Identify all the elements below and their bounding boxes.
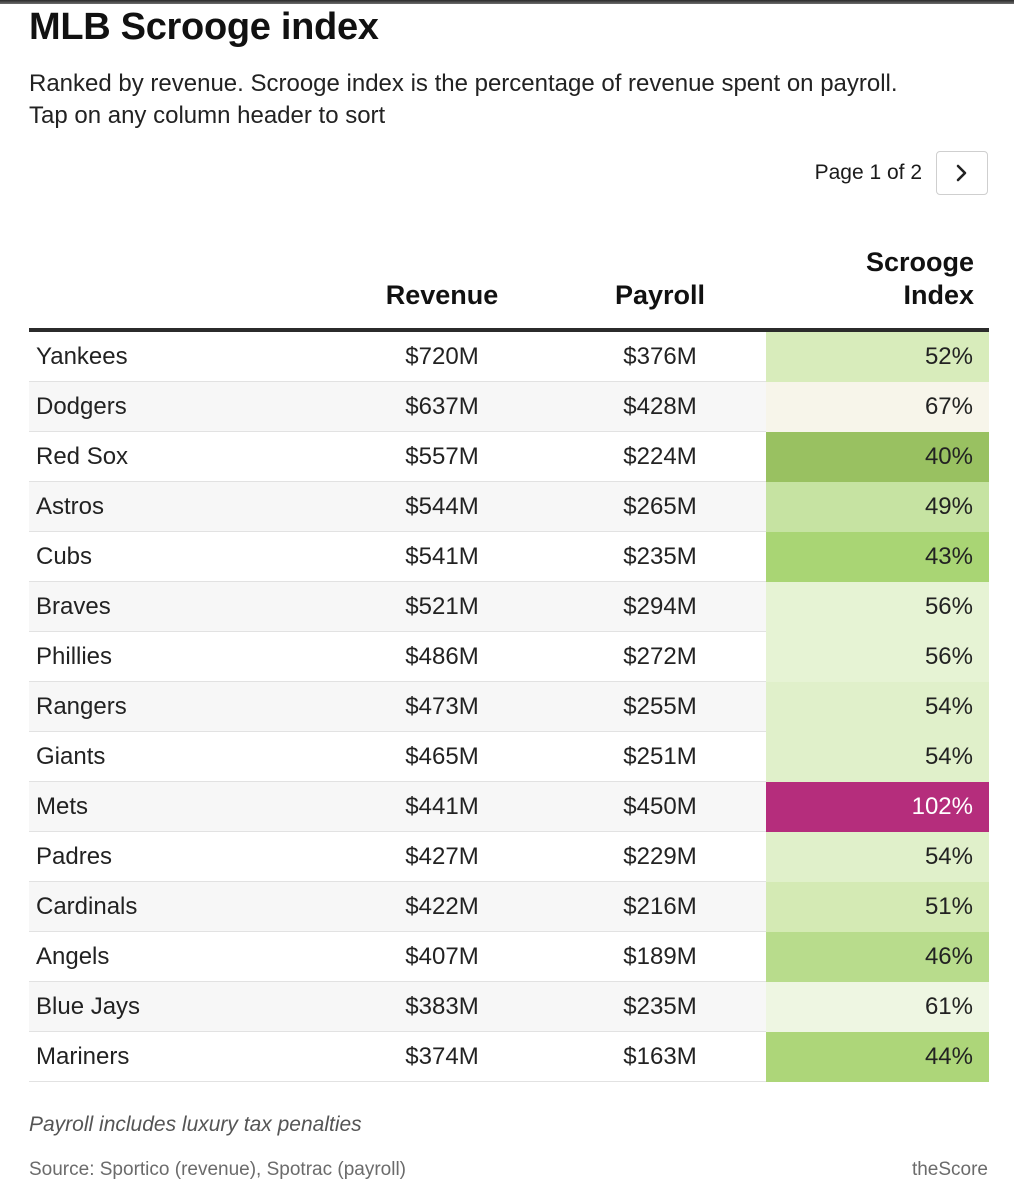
payroll-cell: $265M xyxy=(623,493,697,520)
scrooge-index-cell: 51% xyxy=(766,882,989,932)
scrooge-index-cell: 54% xyxy=(766,732,989,782)
revenue-cell: $557M xyxy=(405,443,479,470)
team-cell: Dodgers xyxy=(36,393,127,420)
revenue-cell: $383M xyxy=(405,993,479,1020)
source-credit: Source: Sportico (revenue), Spotrac (pay… xyxy=(29,1159,406,1180)
brand-logo: theScore xyxy=(911,1159,988,1180)
page-indicator: Page 1 of 2 xyxy=(814,161,922,184)
revenue-cell: $422M xyxy=(405,893,479,920)
revenue-cell: $720M xyxy=(405,343,479,370)
revenue-cell: $541M xyxy=(405,543,479,570)
team-cell: Cardinals xyxy=(36,893,138,920)
payroll-cell: $272M xyxy=(623,643,697,670)
payroll-cell: $189M xyxy=(623,943,697,970)
table-row: Cubs $541M $235M 43% xyxy=(29,532,989,582)
scrooge-index-cell: 43% xyxy=(766,532,989,582)
team-cell: Angels xyxy=(36,943,110,970)
revenue-cell: $521M xyxy=(405,593,479,620)
table-row: Phillies $486M $272M 56% xyxy=(29,632,989,682)
column-header-index-line-2: Index xyxy=(903,280,974,310)
payroll-cell: $163M xyxy=(623,1043,697,1070)
revenue-cell: $544M xyxy=(405,493,479,520)
table-row: Dodgers $637M $428M 67% xyxy=(29,382,989,432)
top-rule xyxy=(0,0,1014,4)
payroll-cell: $294M xyxy=(623,593,697,620)
scrooge-index-cell: 102% xyxy=(766,782,989,832)
payroll-cell: $255M xyxy=(623,693,697,720)
payroll-cell: $216M xyxy=(623,893,697,920)
scrooge-index-cell: 49% xyxy=(766,482,989,532)
revenue-cell: $473M xyxy=(405,693,479,720)
team-cell: Yankees xyxy=(36,343,128,370)
column-header-scrooge-index[interactable]: Scrooge Index xyxy=(814,246,974,312)
table-body: Yankees $720M $376M 52% Dodgers $637M $428M 67%… xyxy=(29,332,989,1082)
team-cell: Astros xyxy=(36,493,105,520)
chevron-right-icon xyxy=(956,164,967,182)
scrooge-index-cell: 61% xyxy=(766,982,989,1032)
table-row: Padres $427M $229M 54% xyxy=(29,832,989,882)
table-row: Mariners $374M $163M 44% xyxy=(29,1032,989,1082)
scrooge-index-cell: 56% xyxy=(766,582,989,632)
payroll-cell: $235M xyxy=(623,993,697,1020)
subtitle: Ranked by revenue. Scrooge index is the … xyxy=(29,68,989,132)
scrooge-index-cell: 54% xyxy=(766,832,989,882)
revenue-cell: $637M xyxy=(405,393,479,420)
scrooge-index-cell: 40% xyxy=(766,432,989,482)
table-row: Cardinals $422M $216M 51% xyxy=(29,882,989,932)
team-cell: Red Sox xyxy=(36,443,129,470)
table-row: Mets $441M $450M 102% xyxy=(29,782,989,832)
team-cell: Giants xyxy=(36,743,106,770)
scrooge-index-cell: 56% xyxy=(766,632,989,682)
revenue-cell: $427M xyxy=(405,843,479,870)
revenue-cell: $374M xyxy=(405,1043,479,1070)
payroll-cell: $224M xyxy=(623,443,697,470)
payroll-cell: $450M xyxy=(623,793,697,820)
table-row: Braves $521M $294M 56% xyxy=(29,582,989,632)
payroll-cell: $235M xyxy=(623,543,697,570)
table-row: Yankees $720M $376M 52% xyxy=(29,332,989,382)
page-title: MLB Scrooge index xyxy=(29,6,379,48)
table-row: Giants $465M $251M 54% xyxy=(29,732,989,782)
scrooge-index-cell: 54% xyxy=(766,682,989,732)
table-header: Revenue Payroll Scrooge Index xyxy=(29,240,989,332)
revenue-cell: $441M xyxy=(405,793,479,820)
team-cell: Mariners xyxy=(36,1043,130,1070)
team-cell: Blue Jays xyxy=(36,993,141,1020)
team-cell: Braves xyxy=(36,593,111,620)
scrooge-index-cell: 52% xyxy=(766,332,989,382)
team-cell: Cubs xyxy=(36,543,93,570)
revenue-cell: $486M xyxy=(405,643,479,670)
payroll-cell: $428M xyxy=(623,393,697,420)
column-header-revenue[interactable]: Revenue xyxy=(385,280,499,310)
team-cell: Rangers xyxy=(36,693,127,720)
scrooge-table: Revenue Payroll Scrooge Index Yankees $72… xyxy=(29,240,989,1082)
revenue-cell: $407M xyxy=(405,943,479,970)
table-row: Blue Jays $383M $235M 61% xyxy=(29,982,989,1032)
scrooge-index-cell: 67% xyxy=(766,382,989,432)
team-cell: Padres xyxy=(36,843,113,870)
scrooge-index-cell: 46% xyxy=(766,932,989,982)
payroll-cell: $376M xyxy=(623,343,697,370)
table-row: Red Sox $557M $224M 40% xyxy=(29,432,989,482)
payroll-cell: $251M xyxy=(623,743,697,770)
table-row: Rangers $473M $255M 54% xyxy=(29,682,989,732)
revenue-cell: $465M xyxy=(405,743,479,770)
team-cell: Phillies xyxy=(36,643,113,670)
table-row: Astros $544M $265M 49% xyxy=(29,482,989,532)
team-cell: Mets xyxy=(36,793,89,820)
pagination: Page 1 of 2 xyxy=(815,150,988,196)
column-header-index-line-1: Scrooge xyxy=(865,247,974,277)
footnote: Payroll includes luxury tax penalties xyxy=(29,1113,362,1136)
next-page-button[interactable] xyxy=(936,151,988,195)
subtitle-line-2: Tap on any column header to sort xyxy=(29,102,386,129)
scrooge-index-cell: 44% xyxy=(766,1032,989,1082)
subtitle-line-1: Ranked by revenue. Scrooge index is the … xyxy=(29,70,898,97)
payroll-cell: $229M xyxy=(623,843,697,870)
column-header-payroll[interactable]: Payroll xyxy=(614,280,706,310)
table-row: Angels $407M $189M 46% xyxy=(29,932,989,982)
